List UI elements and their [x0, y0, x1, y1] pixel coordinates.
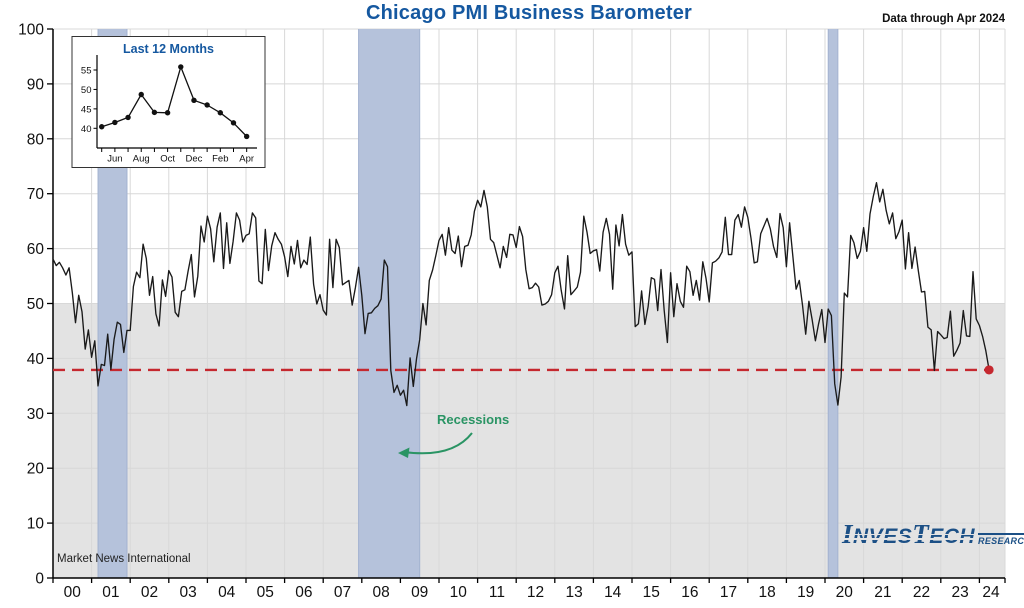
- y-axis-label: 20: [27, 461, 45, 478]
- inset-x-label: Dec: [186, 154, 203, 165]
- inset-x-label: Apr: [239, 154, 254, 165]
- x-axis-label: 22: [913, 584, 930, 601]
- data-through-label: Data through Apr 2024: [882, 13, 1005, 25]
- logo-stripe: [840, 542, 978, 544]
- investech-logo: INVESTECH RESEARCH: [840, 521, 1024, 548]
- x-axis-label: 17: [720, 584, 737, 601]
- x-axis-label: 01: [102, 584, 119, 601]
- y-axis-label: 0: [35, 571, 44, 588]
- inset-chart-title: Last 12 Months: [123, 42, 214, 56]
- y-axis-label: 70: [27, 186, 45, 203]
- inset-x-label: Oct: [160, 154, 175, 165]
- x-axis-label: 02: [141, 584, 158, 601]
- x-axis-label: 14: [604, 584, 622, 601]
- x-axis-label: 08: [372, 584, 389, 601]
- x-axis-label: 05: [257, 584, 274, 601]
- recession-band: [828, 29, 838, 578]
- inset-data-point: [125, 114, 131, 121]
- inset-chart: 40 45 50 55 Jun Aug Oct Dec Feb Apr: [71, 36, 266, 168]
- x-axis-label: 12: [527, 584, 544, 601]
- latest-value-dot: [984, 365, 994, 375]
- y-axis-label: 30: [27, 406, 45, 423]
- x-axis-label: 10: [450, 584, 468, 601]
- x-axis-label: 23: [951, 584, 968, 601]
- inset-data-point: [204, 102, 210, 108]
- x-axis-label: 03: [179, 584, 196, 601]
- inset-data-point: [164, 110, 171, 116]
- recessions-annotation: Recessions: [437, 412, 510, 427]
- x-axis-label: 09: [411, 584, 428, 601]
- y-axis-label: 40: [27, 351, 45, 368]
- logo-stripe: [840, 538, 978, 540]
- inset-data-point: [178, 64, 184, 70]
- x-axis-label: 11: [489, 584, 505, 601]
- x-axis-label: 04: [218, 584, 236, 601]
- y-axis-label: 50: [27, 296, 45, 313]
- x-axis-label: 00: [64, 584, 82, 601]
- inset-data-point: [243, 133, 250, 140]
- inset-x-label: Aug: [133, 154, 150, 165]
- pmi-series-line: [52, 182, 990, 407]
- y-axis-label: 60: [27, 241, 45, 258]
- inset-x-label: Feb: [212, 154, 228, 165]
- x-axis-label: 20: [836, 584, 854, 601]
- inset-data-point: [217, 110, 224, 116]
- logo-letters: ECH: [929, 525, 976, 548]
- inset-box: [71, 36, 266, 168]
- x-axis-label: 07: [334, 584, 351, 601]
- inset-data-point: [138, 91, 144, 98]
- y-axis-label: 80: [27, 131, 45, 148]
- inset-y-label: 50: [81, 85, 92, 96]
- x-axis-label: 18: [758, 584, 775, 601]
- recessions-arrowhead: [398, 447, 410, 458]
- inset-x-label: Jun: [107, 154, 122, 165]
- inset-data-point: [151, 109, 158, 116]
- below-50-shading: [53, 303, 1005, 578]
- y-axis-label: 10: [27, 516, 45, 533]
- investech-wordmark: INVESTECH: [840, 521, 978, 548]
- inset-data-point: [230, 120, 237, 126]
- chart-title: Chicago PMI Business Barometer: [365, 2, 693, 24]
- recessions-arrow: [403, 432, 473, 455]
- x-axis-label: 21: [874, 584, 891, 601]
- logo-letters: NVES: [853, 525, 913, 548]
- x-axis-label: 13: [565, 584, 582, 601]
- x-axis-label: 16: [681, 584, 698, 601]
- x-axis-label: 15: [643, 584, 660, 601]
- y-axis-label: 90: [27, 76, 45, 93]
- x-axis-label: 06: [295, 584, 312, 601]
- logo-stripe: [840, 533, 978, 535]
- x-axis-label: 24: [982, 584, 1000, 601]
- inset-y-label: 45: [81, 104, 92, 115]
- inset-data-point: [99, 124, 105, 130]
- inset-y-label: 40: [81, 124, 92, 135]
- research-label: RESEARCH: [978, 533, 1024, 546]
- x-axis-label: 19: [797, 584, 814, 601]
- source-label: Market News International: [57, 553, 191, 565]
- inset-data-point: [112, 119, 118, 126]
- inset-y-label: 55: [81, 66, 92, 77]
- inset-data-point: [191, 97, 197, 104]
- y-axis-label: 100: [18, 22, 44, 39]
